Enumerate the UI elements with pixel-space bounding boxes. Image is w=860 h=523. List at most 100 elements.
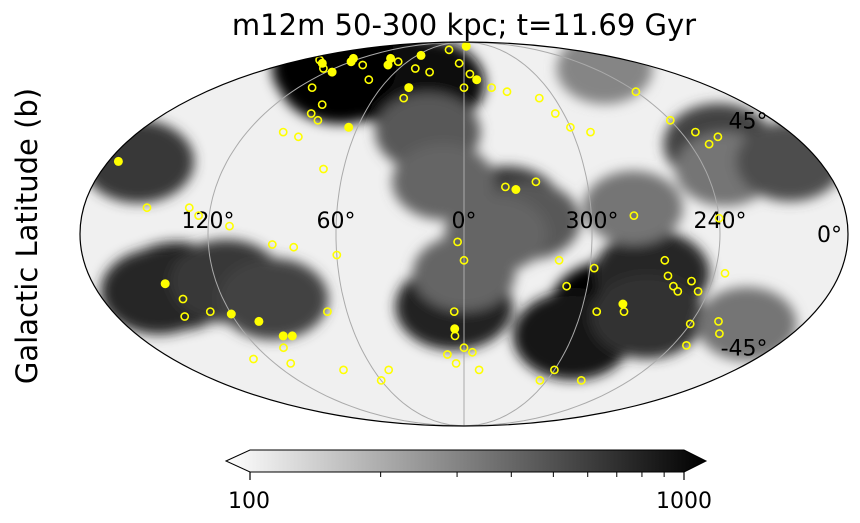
filled-satellite-point [450, 324, 460, 334]
satellite-markers [113, 41, 730, 385]
open-satellite-point [720, 268, 730, 278]
open-satellite-point [682, 340, 691, 350]
open-satellite-point [586, 127, 595, 137]
lat-tick-label: 0° [817, 223, 842, 248]
open-satellite-point [384, 365, 394, 375]
lat-tick-label: -45° [721, 337, 768, 362]
y-axis-label: Galactic Latitude (b) [10, 88, 44, 384]
open-satellite-point [531, 177, 541, 187]
open-satellite-point [693, 286, 703, 296]
filled-satellite-point [160, 279, 170, 289]
open-satellite-point [566, 122, 575, 132]
open-satellite-point [279, 343, 288, 353]
open-satellite-point [317, 100, 327, 109]
open-satellite-point [184, 203, 194, 213]
open-satellite-point [339, 365, 348, 375]
open-satellite-point [592, 307, 602, 316]
open-satellite-point [589, 263, 599, 273]
open-satellite-point [376, 375, 386, 385]
open-satellite-point [453, 237, 462, 247]
lon-gridline [335, 42, 465, 426]
open-satellite-point [142, 203, 152, 213]
open-satellite-point [194, 211, 203, 220]
open-satellite-point [660, 255, 670, 265]
chart-title: m12m 50-300 kpc; t=11.69 Gyr [232, 8, 696, 42]
density-patch [444, 196, 548, 272]
lon-tick-labels: 120° 60° 0° 300° 240° [182, 209, 747, 234]
filled-satellite-point [226, 309, 236, 319]
lon-tick-label: 60° [317, 209, 356, 234]
open-satellite-point [669, 281, 678, 291]
open-satellite-point [178, 294, 188, 304]
filled-satellite-point [511, 185, 521, 194]
open-satellite-point [714, 213, 724, 223]
filled-satellite-point [618, 299, 628, 309]
open-satellite-point [306, 109, 316, 118]
open-satellite-point [319, 164, 328, 174]
lon-tick-label: 0° [452, 209, 477, 234]
open-satellite-point [550, 365, 559, 375]
open-satellite-point [534, 93, 544, 103]
colorbar: 100 1000 [224, 449, 712, 514]
filled-satellite-point [344, 122, 354, 132]
open-satellite-point [307, 83, 317, 92]
open-satellite-point [459, 83, 469, 92]
colorbar-min-label: 100 [228, 489, 270, 514]
filled-satellite-point [383, 60, 393, 70]
filled-satellite-point [327, 67, 337, 77]
open-satellite-point [225, 221, 234, 231]
density-patch [392, 143, 495, 220]
lat-tick-label: 45° [729, 109, 768, 134]
open-satellite-point [459, 255, 469, 265]
filled-satellite-point [287, 331, 297, 341]
graticule [207, 42, 721, 426]
filled-satellite-point [254, 316, 264, 326]
map-border [79, 41, 849, 427]
open-satellite-point [714, 316, 723, 326]
open-satellite-point [293, 132, 303, 142]
open-satellite-point [249, 354, 258, 364]
open-satellite-point [313, 115, 323, 125]
lon-gridline [463, 42, 721, 426]
colorbar-ticks [249, 472, 685, 480]
map-area: 120° 60° 0° 300° 240° 45°0°-45° [79, 41, 849, 427]
open-satellite-point [685, 319, 695, 329]
open-satellite-point [358, 60, 368, 70]
density-patch [218, 258, 329, 340]
open-satellite-point [205, 307, 215, 316]
open-satellite-point [631, 87, 641, 97]
filled-satellite-point [317, 58, 327, 68]
density-patch [583, 170, 683, 245]
density-layer [82, 42, 844, 380]
open-satellite-point [691, 127, 700, 137]
open-satellite-point [629, 211, 639, 220]
filled-satellite-point [416, 50, 426, 60]
filled-satellite-point [278, 331, 288, 341]
open-satellite-point [474, 365, 484, 375]
colorbar-max-label: 1000 [656, 489, 712, 514]
open-satellite-point [535, 375, 545, 385]
lon-gridline [463, 42, 593, 426]
open-satellite-point [687, 276, 696, 286]
lon-gridline [207, 42, 465, 426]
open-satellite-point [393, 57, 403, 67]
open-satellite-point [465, 69, 475, 79]
open-satellite-point [332, 250, 342, 260]
open-satellite-point [449, 307, 459, 316]
open-satellite-point [442, 350, 452, 359]
open-satellite-point [289, 242, 299, 252]
open-satellite-point [444, 45, 454, 55]
open-satellite-point [451, 358, 461, 368]
lon-tick-label: 120° [182, 209, 235, 234]
open-satellite-point [425, 67, 434, 77]
open-satellite-point [576, 375, 586, 385]
open-satellite-point [487, 83, 496, 92]
open-satellite-point [665, 115, 675, 125]
open-satellite-point [459, 343, 469, 353]
open-satellite-point [410, 64, 420, 73]
open-satellite-point [364, 75, 374, 85]
filled-satellite-point [346, 57, 356, 67]
filled-satellite-point [113, 156, 123, 166]
open-satellite-point [267, 240, 277, 249]
